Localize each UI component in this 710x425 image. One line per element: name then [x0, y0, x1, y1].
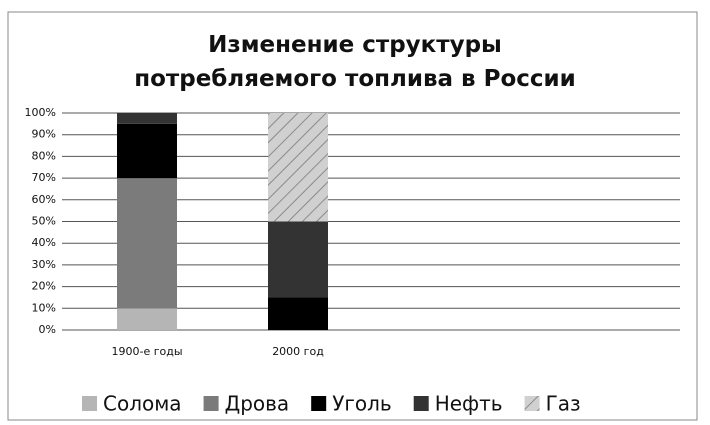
y-tick-label: 60%	[32, 193, 56, 206]
x-tick-label: 1900-е годы	[111, 345, 182, 358]
legend-swatch	[82, 396, 97, 411]
bar-segment	[117, 178, 177, 309]
bar-segment	[268, 297, 328, 330]
y-tick-label: 70%	[32, 171, 56, 184]
legend-label: Уголь	[332, 392, 392, 416]
bar-segment	[117, 123, 177, 179]
bar-segment	[117, 308, 177, 330]
y-tick-label: 40%	[32, 236, 56, 249]
y-tick-label: 80%	[32, 149, 56, 162]
legend-label: Нефть	[435, 392, 503, 416]
y-tick-label: 0%	[39, 323, 56, 336]
legend-label: Газ	[546, 392, 581, 416]
y-tick-label: 50%	[32, 215, 56, 228]
bar-segment	[268, 113, 328, 222]
legend-swatch	[203, 396, 219, 411]
legend-label: Дрова	[225, 392, 290, 416]
y-tick-label: 100%	[25, 106, 56, 119]
legend-swatch	[413, 396, 429, 411]
x-tick-label: 2000 год	[272, 345, 324, 358]
y-tick-label: 10%	[32, 301, 56, 314]
y-tick-label: 20%	[32, 280, 56, 293]
y-tick-label: 30%	[32, 258, 56, 271]
legend-label: Солома	[103, 392, 182, 416]
frame	[7, 11, 698, 421]
chart-title: Изменение структуры потребляемого топлив…	[134, 32, 576, 92]
legend-swatch	[524, 396, 540, 411]
legend-swatch	[311, 396, 327, 411]
y-tick-label: 90%	[32, 128, 56, 141]
bar-segment	[268, 221, 328, 298]
bar-segment	[117, 113, 177, 124]
